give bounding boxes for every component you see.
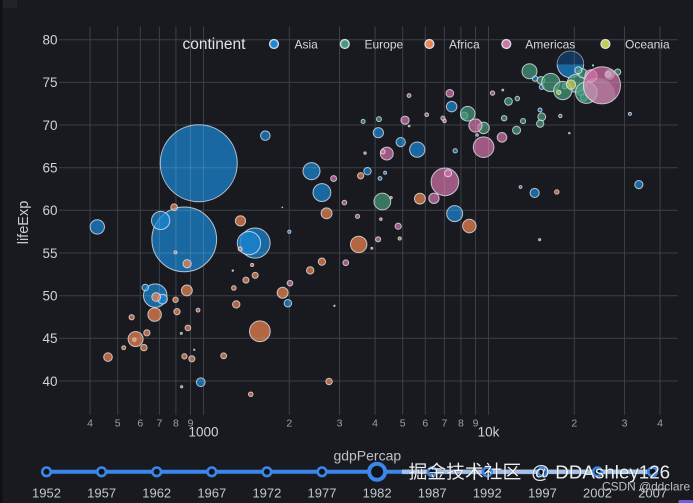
svg-text:65: 65 xyxy=(42,161,57,176)
svg-text:CSDN @ddclare: CSDN @ddclare xyxy=(602,480,690,494)
svg-text:Oceania: Oceania xyxy=(625,37,670,51)
svg-text:8: 8 xyxy=(173,418,179,430)
svg-text:gdpPercap: gdpPercap xyxy=(333,447,401,463)
svg-text:6: 6 xyxy=(137,418,143,430)
svg-text:60: 60 xyxy=(42,203,57,218)
svg-text:1957: 1957 xyxy=(87,486,116,501)
svg-text:continent: continent xyxy=(183,36,247,53)
svg-text:75: 75 xyxy=(42,75,57,90)
svg-text:1952: 1952 xyxy=(32,486,61,501)
svg-text:80: 80 xyxy=(42,33,57,48)
svg-text:7: 7 xyxy=(156,418,162,430)
svg-text:4: 4 xyxy=(657,418,663,430)
svg-text:1977: 1977 xyxy=(308,486,337,501)
svg-text:3: 3 xyxy=(622,418,628,430)
svg-text:1972: 1972 xyxy=(252,486,281,501)
svg-text:3: 3 xyxy=(337,418,343,430)
svg-text:2002: 2002 xyxy=(583,486,612,501)
svg-text:7: 7 xyxy=(441,418,447,430)
svg-text:9: 9 xyxy=(473,418,479,430)
svg-text:6: 6 xyxy=(422,418,428,430)
svg-text:4: 4 xyxy=(87,418,93,430)
svg-text:Asia: Asia xyxy=(295,37,319,51)
svg-text:9: 9 xyxy=(188,418,194,430)
svg-text:10k: 10k xyxy=(478,425,500,440)
svg-text:Africa: Africa xyxy=(449,37,480,51)
svg-text:40: 40 xyxy=(42,374,57,389)
svg-text:70: 70 xyxy=(42,118,57,133)
svg-text:2: 2 xyxy=(286,418,292,430)
svg-text:5: 5 xyxy=(400,418,406,430)
svg-text:45: 45 xyxy=(42,331,57,346)
svg-text:4: 4 xyxy=(372,418,378,430)
svg-text:1997: 1997 xyxy=(528,486,557,501)
svg-text:1987: 1987 xyxy=(418,486,447,501)
svg-text:lifeExp: lifeExp xyxy=(16,201,32,245)
svg-text:5: 5 xyxy=(115,418,121,430)
svg-text:@ DDAshley126: @ DDAshley126 xyxy=(531,461,670,482)
svg-text:Americas: Americas xyxy=(525,37,575,51)
svg-text:2: 2 xyxy=(571,418,577,430)
svg-text:1962: 1962 xyxy=(142,486,171,501)
svg-text:55: 55 xyxy=(42,246,57,261)
svg-text:1992: 1992 xyxy=(473,486,502,501)
svg-text:1982: 1982 xyxy=(363,486,392,501)
svg-text:1000: 1000 xyxy=(188,425,218,440)
svg-text:50: 50 xyxy=(42,289,57,304)
svg-text:8: 8 xyxy=(458,418,464,430)
svg-text:2007: 2007 xyxy=(638,486,667,501)
svg-text:Europe: Europe xyxy=(365,37,404,51)
svg-text:1967: 1967 xyxy=(197,486,226,501)
